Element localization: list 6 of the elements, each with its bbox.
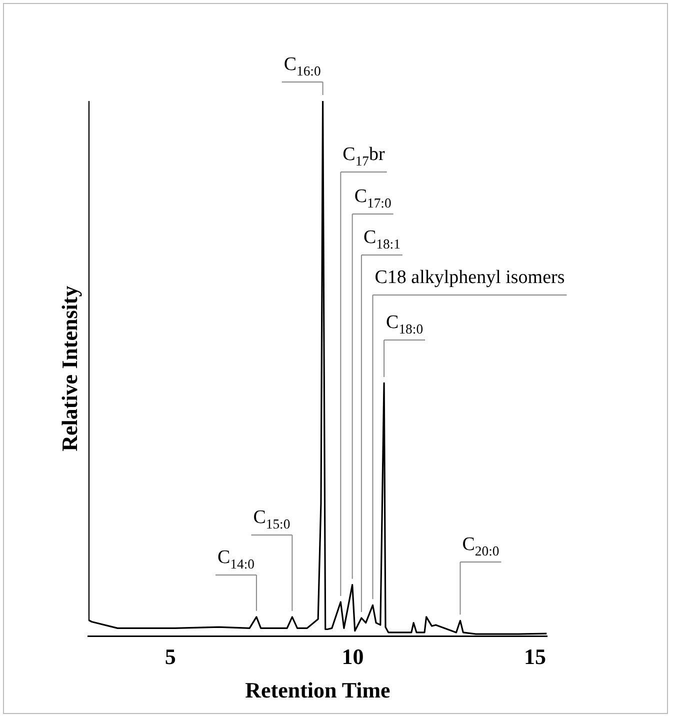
x-tick-label: 5 <box>164 644 176 670</box>
annotation: C18 alkylphenyl isomers <box>374 267 565 288</box>
x-tick-label: 15 <box>524 644 546 670</box>
x-axis-title: Retention Time <box>245 677 391 702</box>
y-axis-title: Relative Intensity <box>56 286 82 452</box>
x-tick-label: 10 <box>342 644 364 670</box>
